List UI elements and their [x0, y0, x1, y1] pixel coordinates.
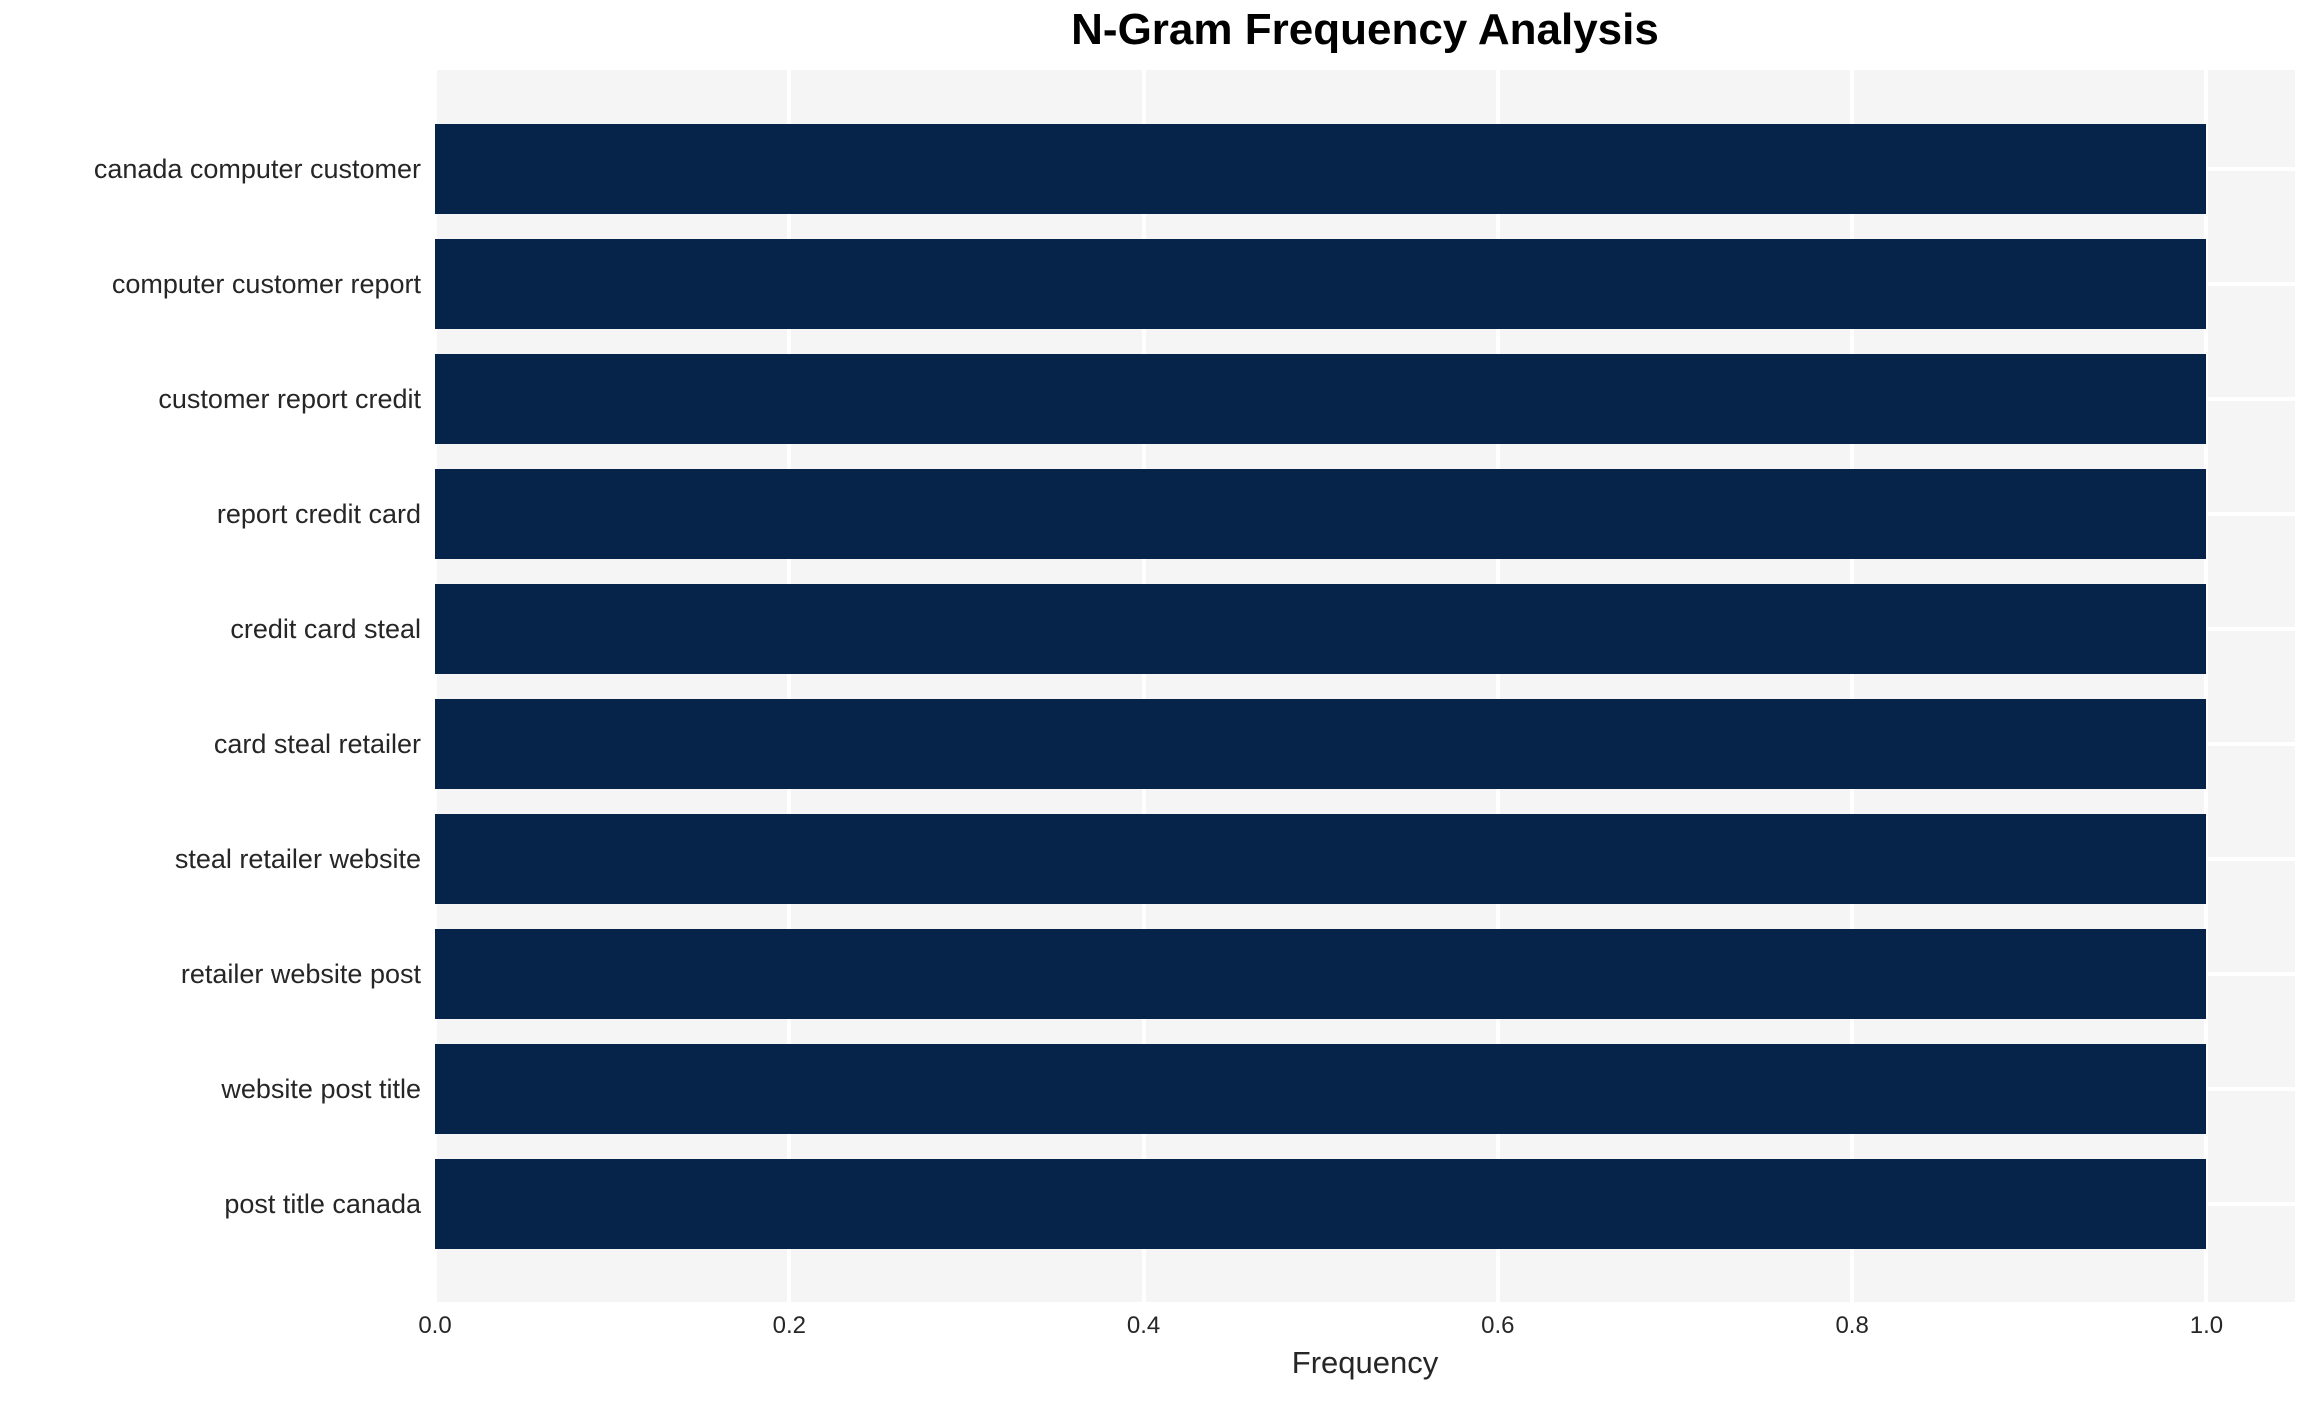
x-gridline [2204, 70, 2209, 1302]
y-tick-label: canada computer customer [93, 153, 421, 184]
x-gridline [433, 70, 437, 1302]
y-tick-label: credit card steal [230, 613, 421, 644]
bar-steal-retailer-website [435, 813, 2206, 904]
bar-post-title-canada [435, 1158, 2206, 1249]
y-tick-label: post title canada [224, 1188, 421, 1219]
x-gridline [1141, 70, 1146, 1302]
x-tick-label: 1.0 [2189, 1312, 2224, 1339]
bar-credit-card-steal [435, 583, 2206, 674]
x-tick-label: 0.6 [1481, 1312, 1515, 1339]
x-gridline [1850, 70, 1855, 1302]
x-tick-label: 0.8 [1835, 1312, 1869, 1339]
x-tick-label: 0.2 [772, 1312, 806, 1339]
y-tick-label: report credit card [216, 498, 421, 529]
y-tick-label: customer report credit [158, 383, 421, 414]
plot-area [433, 70, 2295, 1302]
bar-website-post-title [435, 1043, 2206, 1134]
y-tick-label: steal retailer website [174, 843, 421, 874]
bar-report-credit-card [435, 468, 2206, 559]
x-gridline [1495, 70, 1500, 1302]
chart-title: N-Gram Frequency Analysis [1071, 5, 1659, 54]
bar-card-steal-retailer [435, 698, 2206, 789]
bar-computer-customer-report [435, 238, 2206, 329]
bar-retailer-website-post [435, 928, 2206, 1019]
y-tick-label: website post title [221, 1073, 421, 1104]
y-tick-label: card steal retailer [213, 728, 421, 759]
x-tick-label: 0.0 [418, 1312, 452, 1339]
x-gridline [787, 70, 792, 1302]
bar-customer-report-credit [435, 353, 2206, 444]
y-tick-label: retailer website post [180, 958, 421, 989]
y-tick-label: computer customer report [111, 268, 421, 299]
x-axis-title: Frequency [1291, 1345, 1439, 1380]
bar-canada-computer-customer [435, 123, 2206, 214]
x-tick-label: 0.4 [1126, 1312, 1161, 1339]
